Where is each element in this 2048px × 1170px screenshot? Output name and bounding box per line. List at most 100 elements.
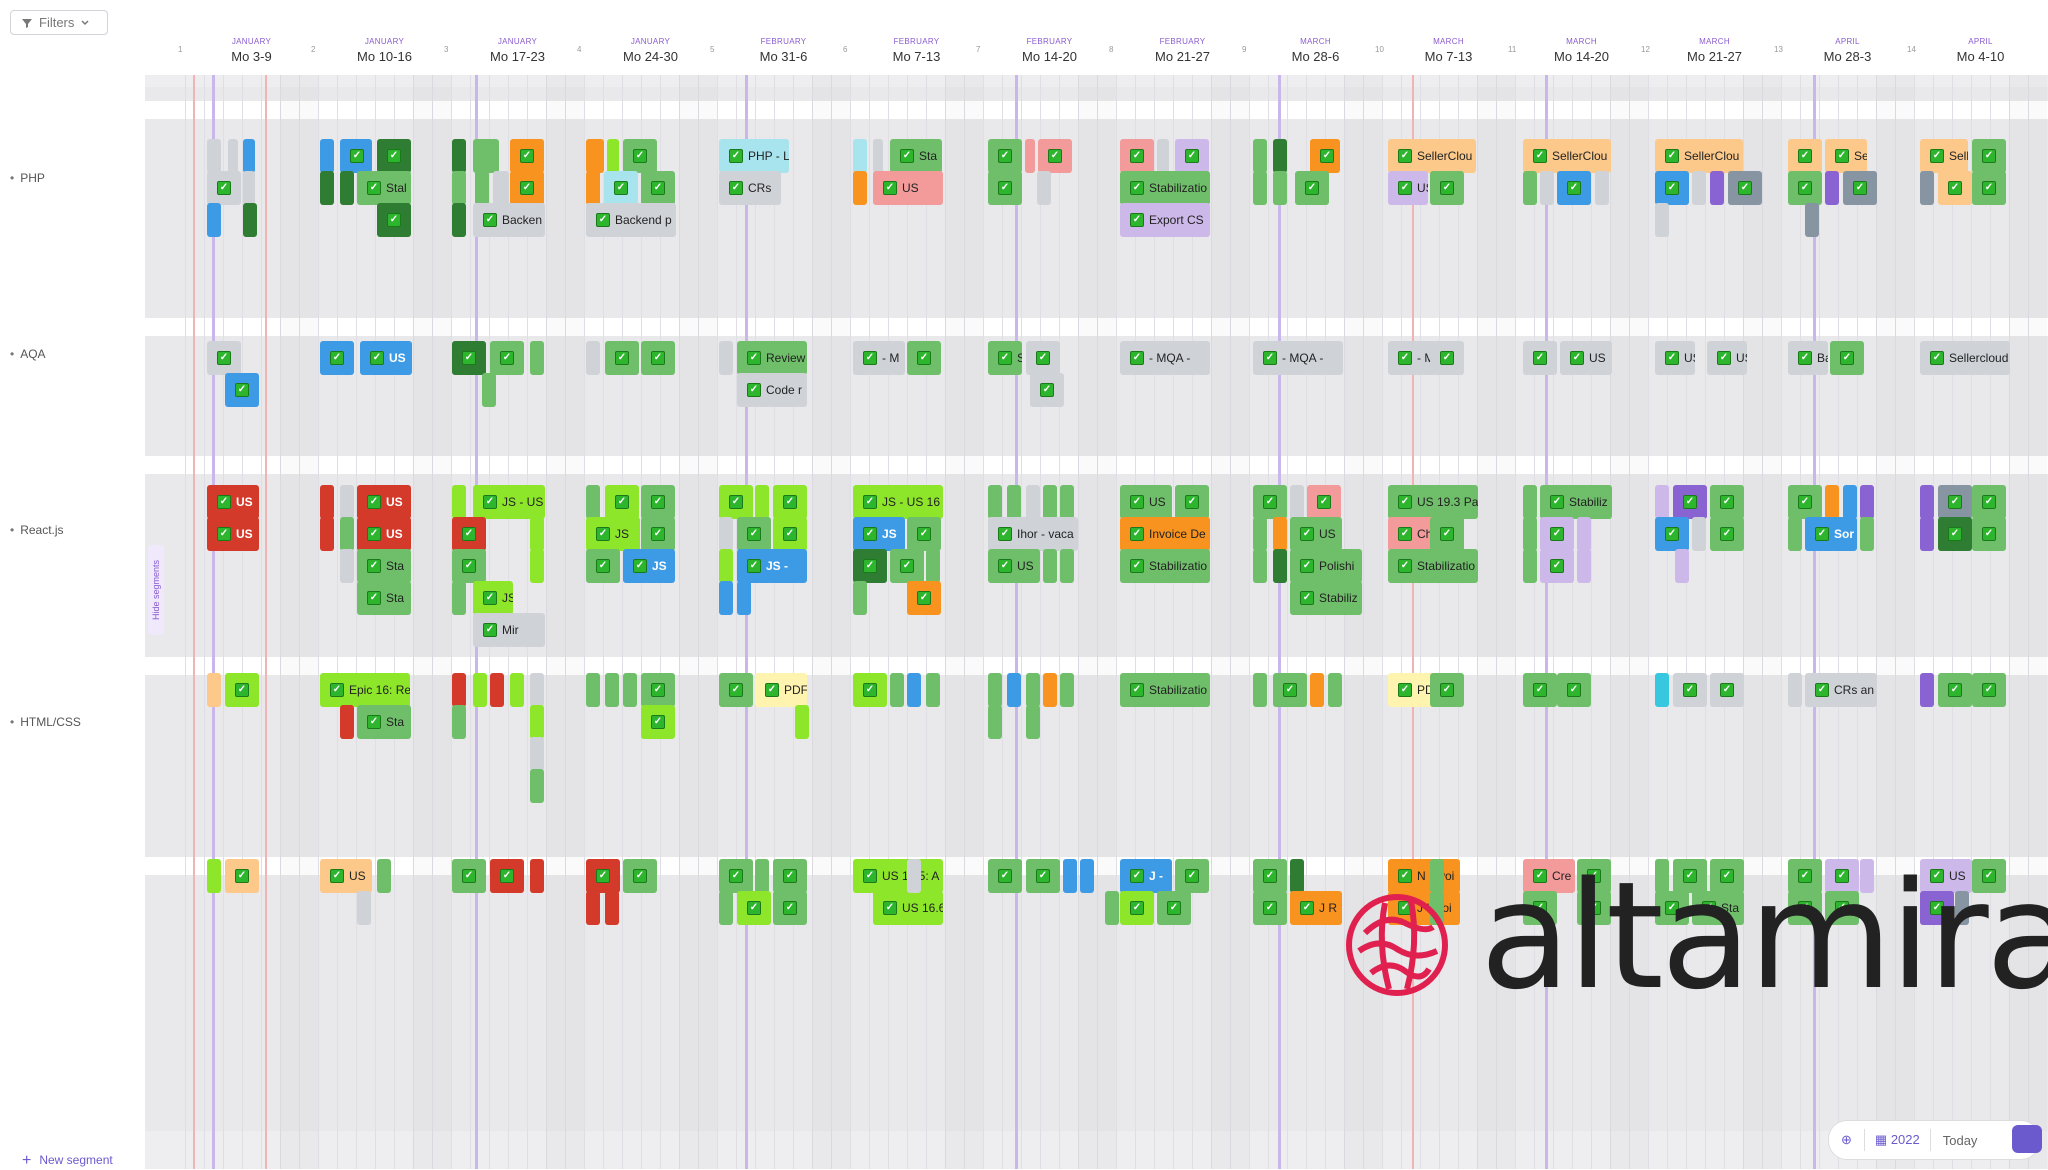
task-card[interactable]: ✓ Stal — [357, 171, 411, 205]
checkbox-icon[interactable]: ✓ — [1702, 901, 1716, 915]
task-card[interactable]: ✓ — [1710, 517, 1744, 551]
task-card[interactable] — [1060, 549, 1074, 583]
task-card[interactable]: ✓ US 19.3 Pa — [1388, 485, 1478, 519]
checkbox-icon[interactable]: ✓ — [520, 149, 534, 163]
task-card[interactable]: ✓ — [737, 517, 771, 551]
task-card[interactable] — [530, 737, 544, 771]
task-card[interactable]: ✓ US — [207, 485, 259, 519]
task-card[interactable]: ✓ Polishi — [1290, 549, 1362, 583]
checkbox-icon[interactable]: ✓ — [1665, 901, 1679, 915]
checkbox-icon[interactable]: ✓ — [1982, 869, 1996, 883]
task-card[interactable]: ✓ Stabiliz — [1540, 485, 1612, 519]
task-card[interactable]: ✓ — [719, 859, 753, 893]
checkbox-icon[interactable]: ✓ — [367, 559, 381, 573]
task-card[interactable]: ✓ US 16.6 — [873, 891, 943, 925]
checkbox-icon[interactable]: ✓ — [998, 559, 1012, 573]
checkbox-icon[interactable]: ✓ — [1130, 149, 1144, 163]
checkbox-icon[interactable]: ✓ — [615, 351, 629, 365]
checkbox-icon[interactable]: ✓ — [633, 869, 647, 883]
checkbox-icon[interactable]: ✓ — [1263, 495, 1277, 509]
task-card[interactable]: ✓ Code r — [737, 373, 807, 407]
task-card[interactable] — [530, 341, 544, 375]
task-card[interactable] — [1290, 485, 1304, 519]
task-card[interactable]: ✓ Stal — [988, 341, 1022, 375]
task-card[interactable] — [530, 673, 544, 707]
task-card[interactable] — [482, 373, 496, 407]
task-card[interactable] — [1043, 485, 1057, 519]
task-card[interactable] — [1007, 673, 1021, 707]
task-card[interactable] — [1253, 673, 1267, 707]
task-card[interactable] — [1955, 891, 1969, 925]
task-card[interactable] — [1328, 673, 1342, 707]
task-card[interactable]: ✓ — [1788, 485, 1822, 519]
task-card[interactable]: ✓ — [1120, 891, 1154, 925]
task-card[interactable]: ✓ — [490, 341, 524, 375]
checkbox-icon[interactable]: ✓ — [1930, 869, 1944, 883]
checkbox-icon[interactable]: ✓ — [1738, 181, 1752, 195]
task-card[interactable]: ✓ — [586, 859, 620, 893]
task-card[interactable]: ✓ — [773, 891, 807, 925]
checkbox-icon[interactable]: ✓ — [1665, 181, 1679, 195]
task-card[interactable] — [475, 171, 489, 205]
task-card[interactable]: ✓ JS — [623, 549, 675, 583]
checkbox-icon[interactable]: ✓ — [1263, 901, 1277, 915]
task-card[interactable]: ✓ Stabiliz — [1290, 581, 1362, 615]
task-card[interactable] — [873, 139, 883, 173]
task-card[interactable]: ✓ Sell — [1920, 139, 1968, 173]
task-card[interactable]: ✓ US — [357, 485, 411, 519]
task-card[interactable]: ✓ SellerClou — [1523, 139, 1611, 173]
task-card[interactable]: ✓ — [1253, 859, 1287, 893]
task-card[interactable]: ✓ US — [207, 517, 259, 551]
checkbox-icon[interactable]: ✓ — [235, 869, 249, 883]
checkbox-icon[interactable]: ✓ — [1948, 181, 1962, 195]
checkbox-icon[interactable]: ✓ — [1720, 527, 1734, 541]
checkbox-icon[interactable]: ✓ — [1948, 495, 1962, 509]
task-card[interactable]: ✓ — [641, 485, 675, 519]
task-card[interactable] — [530, 859, 544, 893]
checkbox-icon[interactable]: ✓ — [765, 683, 779, 697]
checkbox-icon[interactable]: ✓ — [1440, 181, 1454, 195]
task-card[interactable] — [926, 549, 940, 583]
task-card[interactable] — [452, 581, 466, 615]
task-card[interactable] — [1080, 859, 1094, 893]
checkbox-icon[interactable]: ✓ — [1930, 901, 1944, 915]
checkbox-icon[interactable]: ✓ — [1398, 527, 1412, 541]
checkbox-icon[interactable]: ✓ — [1567, 181, 1581, 195]
checkbox-icon[interactable]: ✓ — [1798, 869, 1812, 883]
checkbox-icon[interactable]: ✓ — [1300, 559, 1314, 573]
task-card[interactable]: ✓ — [1310, 139, 1340, 173]
task-card[interactable] — [586, 139, 604, 173]
task-card[interactable] — [320, 139, 334, 173]
task-card[interactable]: ✓ — [719, 673, 753, 707]
task-card[interactable] — [1007, 485, 1021, 519]
task-card[interactable] — [1060, 485, 1074, 519]
task-card[interactable] — [207, 859, 221, 893]
checkbox-icon[interactable]: ✓ — [350, 149, 364, 163]
checkbox-icon[interactable]: ✓ — [1798, 901, 1812, 915]
checkbox-icon[interactable]: ✓ — [917, 351, 931, 365]
task-card[interactable] — [1920, 171, 1934, 205]
checkbox-icon[interactable]: ✓ — [1533, 901, 1547, 915]
checkbox-icon[interactable]: ✓ — [1130, 683, 1144, 697]
checkbox-icon[interactable]: ✓ — [863, 351, 877, 365]
checkbox-icon[interactable]: ✓ — [1398, 869, 1412, 883]
task-card[interactable]: ✓ — [623, 859, 657, 893]
checkbox-icon[interactable]: ✓ — [1665, 527, 1679, 541]
task-card[interactable]: ✓ JS — [473, 581, 513, 615]
checkbox-icon[interactable]: ✓ — [729, 869, 743, 883]
task-card[interactable]: ✓ Sta — [357, 581, 411, 615]
task-card[interactable]: ✓ — [377, 203, 411, 237]
task-card[interactable]: ✓ — [907, 517, 941, 551]
task-card[interactable] — [1060, 673, 1074, 707]
checkbox-icon[interactable]: ✓ — [217, 495, 231, 509]
checkbox-icon[interactable]: ✓ — [1683, 869, 1697, 883]
task-card[interactable] — [1043, 549, 1057, 583]
task-card[interactable]: ✓ — [1430, 171, 1464, 205]
task-card[interactable]: ✓ US — [988, 549, 1040, 583]
task-card[interactable] — [1523, 171, 1537, 205]
checkbox-icon[interactable]: ✓ — [747, 351, 761, 365]
task-card[interactable] — [1273, 517, 1287, 551]
task-card[interactable]: ✓ — [1253, 485, 1287, 519]
checkbox-icon[interactable]: ✓ — [1587, 869, 1601, 883]
checkbox-icon[interactable]: ✓ — [747, 527, 761, 541]
